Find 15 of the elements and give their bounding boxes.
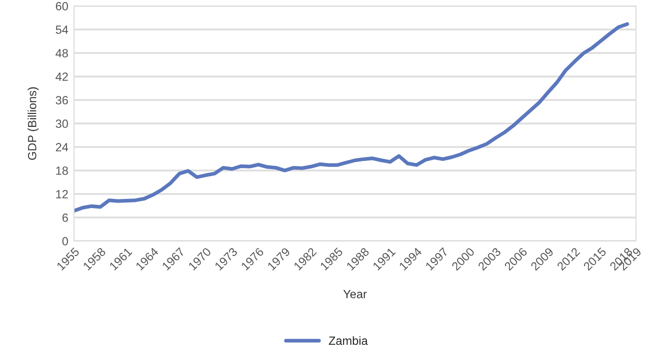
y-tick-label: 0 [62,237,68,246]
x-axis-title: Year [343,290,367,298]
y-axis-title: GDP (Billions) [28,87,39,160]
line-series [74,22,630,213]
y-tick-label: 54 [56,26,68,34]
y-tick-label: 36 [56,96,68,104]
y-tick-label: 48 [56,49,68,58]
y-tick-label: 60 [56,2,68,10]
y-tick-label: 42 [56,72,68,81]
y-tick-label: 12 [56,190,68,198]
legend-label: Zambia [328,336,368,345]
y-tick-label: 24 [56,143,68,152]
y-tick-label: 6 [62,214,68,222]
y-tick-label: 18 [56,166,68,175]
y-tick-label: 30 [56,120,68,128]
